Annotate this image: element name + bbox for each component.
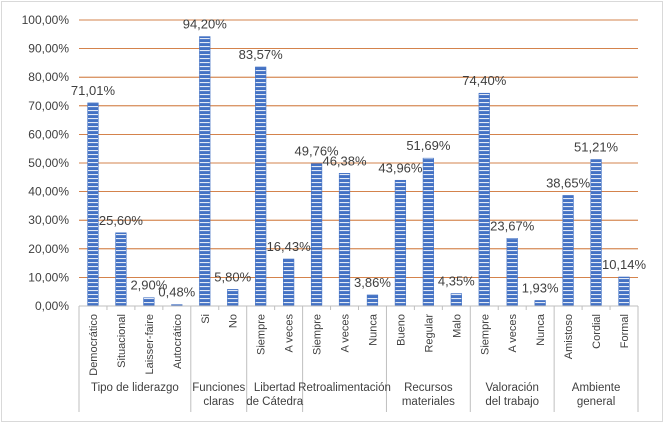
data-label: 10,14% [602, 257, 647, 272]
group-label: Recursos [404, 382, 453, 394]
group-label: Libertad [254, 382, 296, 394]
y-tick-label: 80,00% [28, 70, 69, 84]
data-label: 1,93% [522, 280, 559, 295]
y-tick-label: 50,00% [28, 156, 69, 170]
data-label: 94,20% [183, 17, 228, 32]
category-label: Nunca [367, 313, 379, 346]
data-label: 43,96% [378, 160, 423, 175]
bar-retroalimentacion-siempre [310, 163, 323, 307]
category-label: Autocrático [172, 314, 184, 369]
bar-libertad-de-catedra-a-veces [283, 258, 295, 307]
y-tick-label: 30,00% [28, 213, 69, 227]
category-label: A veces [340, 314, 352, 353]
y-tick-label: 0,00% [35, 299, 69, 313]
data-label: 51,69% [406, 138, 451, 153]
data-label: 83,57% [239, 47, 284, 62]
category-label: Si [200, 314, 212, 324]
category-label: A veces [507, 314, 519, 353]
bar-valoracion-del-trabajo-a-veces [506, 238, 518, 307]
data-label: 51,21% [574, 140, 619, 155]
data-label: 4,35% [438, 274, 475, 289]
category-label: Siempre [312, 314, 324, 355]
y-tick-label: 40,00% [28, 185, 69, 199]
group-label: materiales [402, 396, 455, 408]
bar-recursos-materiales-regular [422, 157, 434, 307]
data-label: 16,43% [267, 239, 312, 254]
x-axis: Democrático Situacional Laisser-faire Autoc… [78, 305, 639, 412]
group-label: claras [203, 396, 234, 408]
category-label: Nunca [535, 313, 547, 346]
category-label: Laisser-faire [144, 314, 156, 375]
bar-tipo-de-liderazgo-laisser-faire [143, 297, 155, 307]
category-label: Democrático [88, 314, 100, 376]
category-label: Formal [619, 314, 631, 348]
data-label: 5,80% [214, 269, 251, 284]
category-label: Bueno [395, 314, 407, 346]
category-label: Cordial [591, 314, 603, 349]
bar-funciones-claras-si [199, 36, 211, 307]
y-tick-label: 100,00% [22, 13, 70, 27]
bar-valoracion-del-trabajo-siempre [478, 92, 490, 307]
data-label: 71,01% [71, 83, 116, 98]
data-label: 23,67% [490, 218, 535, 233]
y-tick-label: 60,00% [28, 127, 69, 141]
group-label: Valoración [485, 382, 539, 394]
bar-tipo-de-liderazgo-democratico [87, 102, 99, 307]
bar-funciones-claras-no [227, 289, 239, 307]
data-label: 0,48% [158, 285, 195, 300]
y-tick-label: 70,00% [28, 99, 69, 113]
y-tick-label: 10,00% [28, 270, 69, 284]
group-label: Tipo de liderazgo [91, 382, 179, 394]
bar-tipo-de-liderazgo-situacional [115, 232, 127, 307]
bar-recursos-materiales-malo [450, 293, 462, 307]
category-label: Siempre [479, 314, 491, 355]
bar-retroalimentacion-nunca [366, 294, 379, 307]
category-label: Siempre [256, 314, 268, 355]
y-tick-label: 20,00% [28, 242, 69, 256]
chart-frame: 0,00% 10,00% 20,00% 30,00% 40,00% 50,00% 60,00… [1, 1, 663, 422]
bar-libertad-de-catedra-siempre [255, 66, 267, 307]
data-labels: 71,01% 25,60% 2,90%0,48% 94,20% 5,80% 83,57% 1… [71, 17, 647, 300]
data-label: 49,76% [295, 144, 340, 159]
group-label: Ambiente [572, 382, 621, 394]
y-axis-tick-labels: 0,00% 10,00% 20,00% 30,00% 40,00% 50,00% 60,00… [22, 13, 70, 313]
group-label: general [577, 396, 615, 408]
group-label: de Cátedra [246, 396, 304, 408]
bar-ambiente-general-cordial [590, 159, 602, 307]
y-tick-label: 90,00% [28, 42, 69, 56]
bar-retroalimentacion-a-veces [338, 173, 351, 307]
data-label: 38,65% [546, 175, 591, 190]
data-label: 2,90% [130, 278, 167, 293]
category-label: No [228, 314, 240, 328]
data-label: 25,60% [99, 213, 144, 228]
bar-chart: 0,00% 10,00% 20,00% 30,00% 40,00% 50,00% 60,00… [22, 13, 647, 412]
gridlines [79, 19, 638, 278]
bar-ambiente-general-formal [618, 276, 630, 307]
bars [87, 36, 630, 307]
group-label: Retroalimentación [298, 382, 391, 394]
bar-recursos-materiales-bueno [394, 179, 407, 307]
category-label: Regular [423, 314, 435, 353]
category-label: Situacional [116, 314, 128, 368]
data-label: 46,38% [322, 153, 367, 168]
group-label: del trabajo [485, 396, 539, 408]
group-label: Funciones [192, 382, 245, 394]
data-label: 3,86% [354, 275, 391, 290]
bar-ambiente-general-amistoso [562, 195, 574, 307]
bar-valoracion-del-trabajo-nunca [534, 300, 546, 307]
data-label: 74,40% [462, 73, 507, 88]
category-label: Amistoso [563, 314, 575, 359]
category-label: Malo [451, 314, 463, 338]
category-label: A veces [284, 314, 296, 353]
